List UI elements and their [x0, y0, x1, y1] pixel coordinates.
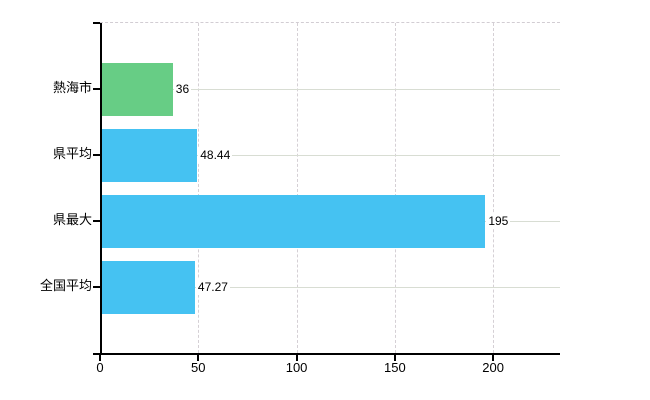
- category-gridline: [100, 155, 560, 156]
- x-axis-tick: [295, 355, 298, 361]
- x-tick-label: 0: [96, 360, 104, 375]
- x-tick-label: 100: [285, 360, 308, 375]
- bar-value-label: 195: [486, 213, 511, 229]
- x-tick-label: 50: [191, 360, 206, 375]
- bar: [102, 260, 195, 314]
- x-gridline: [493, 23, 495, 353]
- category-gridline: [100, 89, 560, 90]
- bar: [102, 62, 173, 116]
- x-tick-label: 150: [384, 360, 406, 375]
- plot-area: 36 48.44 195 47.27: [93, 22, 560, 361]
- bar: [102, 128, 198, 182]
- x-gridline: [198, 23, 200, 353]
- bar: [102, 194, 486, 248]
- x-gridline: [394, 23, 396, 353]
- x-tick-label: 200: [482, 360, 504, 375]
- x-axis-line: [93, 353, 560, 355]
- category-label: 県最大: [52, 212, 92, 227]
- bar-value-label: 47.27: [195, 279, 230, 295]
- bar-value-label: 36: [173, 81, 192, 97]
- x-axis-tick: [197, 355, 200, 361]
- y-axis-top-tick: [93, 22, 100, 24]
- y-axis-line: [100, 23, 102, 353]
- x-axis-tick: [393, 355, 396, 361]
- y-axis-tick: [93, 286, 100, 288]
- category-label: 県平均: [52, 146, 92, 161]
- y-axis-tick: [93, 88, 100, 90]
- bar-value-label: 48.44: [198, 147, 233, 163]
- x-axis-tick: [99, 355, 101, 361]
- category-gridline: [100, 287, 560, 288]
- y-axis-tick: [93, 154, 100, 156]
- x-gridline: [296, 23, 298, 353]
- category-label: 熱海市: [52, 80, 92, 95]
- x-axis-tick: [492, 355, 495, 361]
- category-label: 全国平均: [39, 278, 92, 293]
- y-axis-tick: [93, 220, 100, 222]
